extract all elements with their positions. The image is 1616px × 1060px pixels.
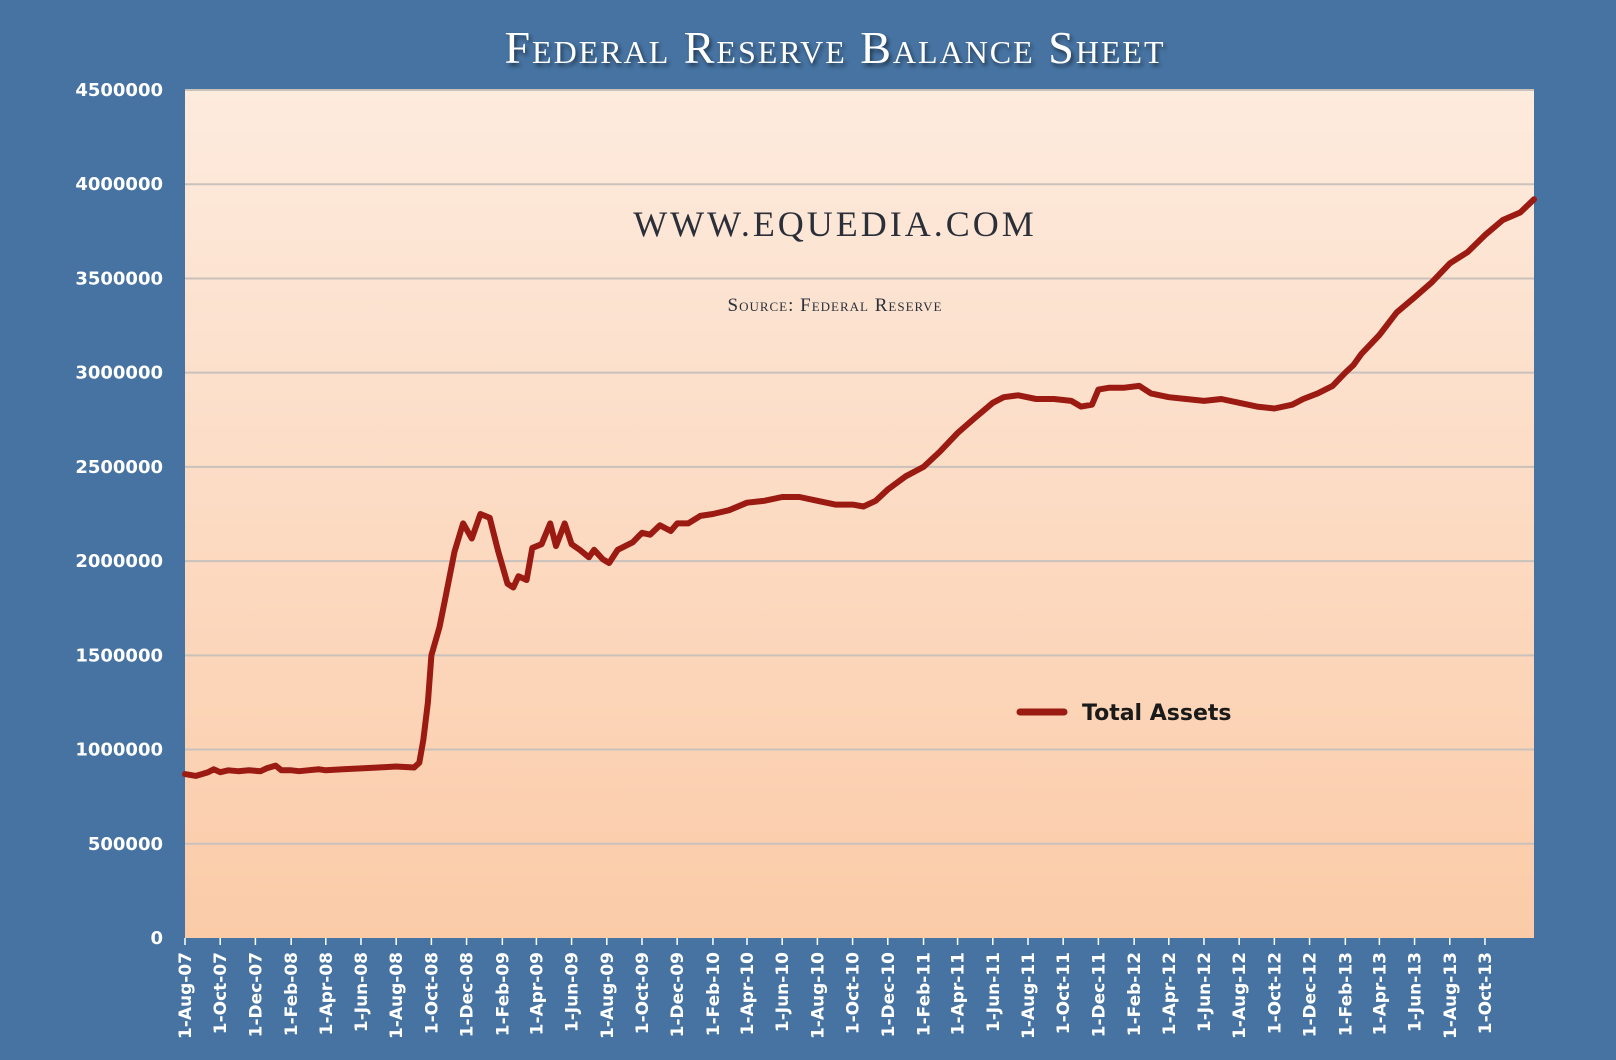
y-axis-ticks: 0 500000 1000000 1500000 2000000 2500000 30000… <box>75 80 163 949</box>
x-tick-label: 1-Oct-07 <box>211 952 231 1034</box>
x-tick-label: 1-Dec-11 <box>1089 952 1109 1037</box>
x-tick-label: 1-Aug-13 <box>1441 952 1461 1039</box>
chart-title: Federal Reserve Balance Sheet <box>504 22 1165 73</box>
x-tick-label: 1-Aug-12 <box>1230 952 1250 1039</box>
x-tick-label: 1-Feb-10 <box>704 952 724 1036</box>
x-tick-label: 1-Dec-10 <box>879 952 899 1037</box>
x-tick-label: 1-Oct-08 <box>422 952 442 1034</box>
series-line-total-assets <box>182 196 1537 779</box>
x-tick-label: 1-Oct-13 <box>1476 952 1496 1034</box>
x-tick-label: 1-Dec-08 <box>458 952 478 1037</box>
x-tick-label: 1-Aug-07 <box>176 952 196 1039</box>
x-tick-label: 1-Oct-12 <box>1265 952 1285 1034</box>
series-layer <box>182 196 1537 779</box>
source-note: Source: Federal Reserve <box>728 295 943 316</box>
x-tick-label: 1-Dec-09 <box>668 952 688 1037</box>
x-tick-label: 1-Jun-12 <box>1195 952 1215 1032</box>
x-tick-label: 1-Aug-08 <box>387 952 407 1039</box>
x-tick-label: 1-Feb-08 <box>282 952 302 1036</box>
x-tick-label: 1-Apr-13 <box>1370 952 1390 1035</box>
y-tick-label: 4500000 <box>75 80 163 101</box>
y-tick-label: 2000000 <box>75 551 163 572</box>
x-tick-label: 1-Apr-09 <box>527 952 547 1035</box>
y-tick-label: 2500000 <box>75 457 163 478</box>
x-tick-label: 1-Jun-11 <box>984 952 1004 1032</box>
x-tick-label: 1-Jun-13 <box>1406 952 1426 1032</box>
y-tick-label: 0 <box>150 928 163 949</box>
x-tick-label: 1-Apr-08 <box>317 952 337 1035</box>
legend-label: Total Assets <box>1082 701 1232 726</box>
y-tick-label: 1500000 <box>75 645 163 666</box>
x-tick-label: 1-Feb-11 <box>915 952 935 1036</box>
plot-area <box>185 90 1534 938</box>
x-tick-label: 1-Jun-09 <box>563 952 583 1032</box>
x-tick-label: 1-Apr-11 <box>949 952 969 1035</box>
x-axis-ticks: 1-Aug-07 1-Oct-07 1-Dec-07 1-Feb-08 1-Apr-08… <box>176 938 1496 1039</box>
y-tick-label: 1000000 <box>75 740 163 761</box>
y-tick-label: 3000000 <box>75 363 163 384</box>
x-tick-label: 1-Oct-09 <box>633 952 653 1034</box>
x-tick-label: 1-Aug-10 <box>808 952 828 1039</box>
x-tick-label: 1-Jun-08 <box>352 952 372 1032</box>
watermark-text: WWW.EQUEDIA.COM <box>633 204 1037 244</box>
y-tick-label: 4000000 <box>75 174 163 195</box>
x-tick-label: 1-Aug-09 <box>598 952 618 1039</box>
x-tick-label: 1-Feb-12 <box>1125 952 1145 1036</box>
x-tick-label: 1-Jun-10 <box>773 952 793 1032</box>
x-tick-label: 1-Apr-12 <box>1160 952 1180 1035</box>
x-tick-label: 1-Feb-09 <box>493 952 513 1036</box>
y-tick-label: 500000 <box>88 834 163 855</box>
x-tick-label: 1-Dec-07 <box>246 952 266 1037</box>
x-tick-label: 1-Feb-13 <box>1336 952 1356 1036</box>
legend: Total Assets <box>1016 701 1232 726</box>
x-tick-label: 1-Aug-11 <box>1019 952 1039 1039</box>
y-tick-label: 3500000 <box>75 268 163 289</box>
gridlines <box>185 89 1534 845</box>
x-tick-label: 1-Oct-11 <box>1054 952 1074 1034</box>
x-tick-label: 1-Oct-10 <box>844 952 864 1034</box>
x-tick-label: 1-Apr-10 <box>738 952 758 1035</box>
x-tick-label: 1-Dec-12 <box>1301 952 1321 1037</box>
